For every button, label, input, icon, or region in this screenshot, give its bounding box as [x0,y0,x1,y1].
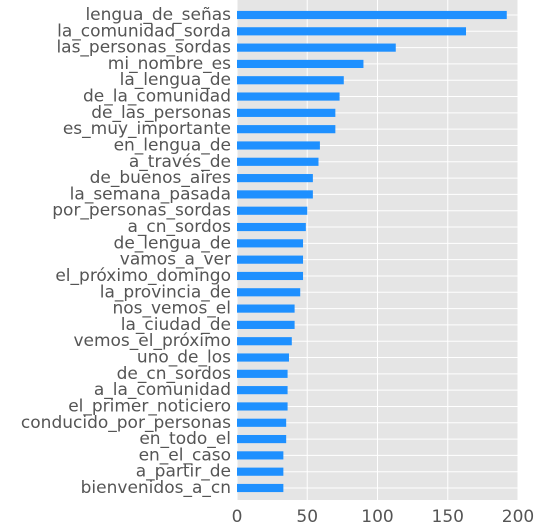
category-label-25: conducido_por_personas [21,413,231,433]
bar-17 [237,288,301,297]
bar-23 [237,386,288,395]
bar-3 [237,59,364,69]
bar-5 [237,92,340,101]
category-label-26: en_todo_el [139,429,231,449]
bar-19 [237,320,295,329]
category-label-6: de_las_personas [91,103,231,123]
bar-14 [237,239,304,248]
category-label-17: la_provincia_de [100,282,231,302]
category-label-10: de_buenos_aires [90,168,232,188]
category-label-12: por_personas_sordas [52,201,231,221]
bar-13 [237,222,306,232]
x-tick-label-3: 150 [432,507,464,527]
bar-4 [237,76,344,85]
bar-10 [237,174,313,183]
bar-1 [237,27,467,36]
category-labels: lengua_de_señasla_comunidad_sordalas_per… [21,5,231,498]
category-label-29: bienvenidos_a_cn [81,478,231,498]
bar-21 [237,353,289,362]
category-label-23: a_la_comunidad [94,380,231,400]
bar-29 [237,483,284,493]
bar-18 [237,304,295,313]
category-label-18: nos_vemos_el [112,299,231,319]
category-label-5: de_la_comunidad [83,87,231,107]
category-label-9: a_través_de [129,152,231,172]
x-tick-label-2: 100 [361,507,393,527]
bar-2 [237,43,396,52]
category-label-14: de_lengua_de [114,233,231,253]
category-label-11: la_semana_pasada [70,184,231,204]
category-label-16: el_próximo_domingo [55,266,231,286]
category-label-2: las_personas_sordas [56,38,231,58]
bar-6 [237,108,336,117]
category-label-7: es_muy_importante [63,119,231,139]
bar-16 [237,271,304,281]
bar-9 [237,157,319,166]
bar-26 [237,434,287,444]
bar-8 [237,141,320,150]
bar-12 [237,206,308,215]
category-label-20: vemos_el_próximo [73,331,231,351]
bar-0 [237,10,507,20]
bar-15 [237,255,304,264]
category-label-1: la_comunidad_sorda [57,21,231,41]
bar-24 [237,402,288,411]
category-label-24: el_primer_noticiero [68,396,231,416]
category-label-28: a_partir_de [136,462,231,482]
bar-28 [237,467,284,476]
x-tick-label-4: 200 [502,507,534,527]
bar-25 [237,418,287,427]
category-label-19: la_ciudad_de [121,315,231,335]
category-label-15: vamos_a_ver [120,250,231,270]
bar-11 [237,190,313,199]
bar-22 [237,369,288,378]
category-label-0: lengua_de_señas [85,5,231,25]
category-label-21: uno_de_los [137,348,231,368]
category-label-4: la_lengua_de [120,70,231,90]
bars [237,10,507,493]
x-tick-label-1: 50 [296,507,318,527]
category-label-3: mi_nombre_es [108,54,231,74]
category-label-13: a_cn_sordos [127,217,231,237]
category-label-22: de_cn_sordos [117,364,232,384]
bar-27 [237,451,284,460]
x-axis-ticks: 0 50 100 150 200 [232,507,535,527]
x-tick-label-0: 0 [232,507,243,527]
bar-7 [237,125,336,134]
category-label-8: en_lengua_de [114,135,231,155]
category-label-27: en_el_caso [139,445,231,465]
bar-20 [237,337,292,346]
